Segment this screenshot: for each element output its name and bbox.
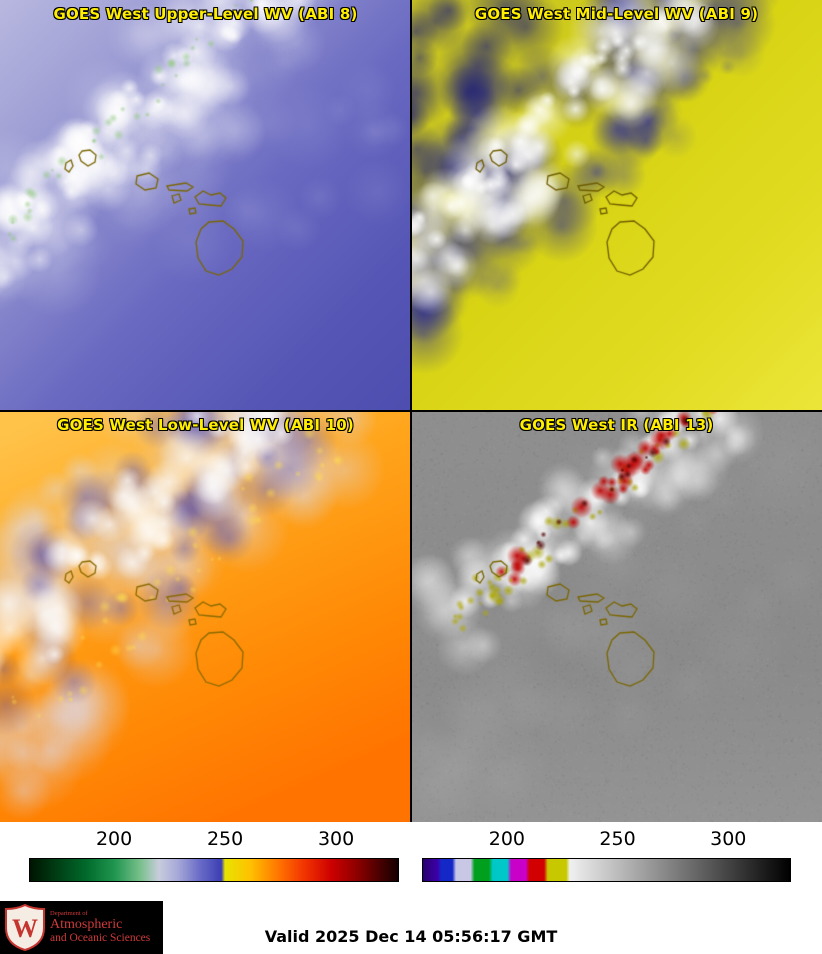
wv-colorbar: 200 250 300 [29, 822, 399, 896]
colorbar-row: 200 250 300 200 250 300 [0, 822, 822, 896]
panel-ir[interactable]: GOES West IR (ABI 13) [411, 411, 822, 822]
colorbar-tick-300: 300 [317, 828, 355, 850]
panel-low-level-wv[interactable]: GOES West Low-Level WV (ABI 10) [0, 411, 411, 822]
panel-upper-level-wv[interactable]: GOES West Upper-Level WV (ABI 8) [0, 0, 411, 411]
logo-line-oceanic: and Oceanic Sciences [50, 932, 151, 945]
ir-colorbar: 200 250 300 [422, 822, 791, 896]
wv-colorbar-gradient [29, 858, 399, 882]
ir-image [411, 411, 822, 822]
horizontal-divider [0, 410, 822, 412]
mid-level-wv-image [411, 0, 822, 411]
footer: W Department of Atmospheric and Oceanic … [0, 896, 822, 954]
logo-line-atmospheric: Atmospheric [50, 917, 123, 933]
panel-title-ir: GOES West IR (ABI 13) [519, 416, 714, 434]
svg-text:W: W [12, 914, 38, 943]
colorbar-tick-250: 250 [206, 828, 244, 850]
panel-mid-level-wv[interactable]: GOES West Mid-Level WV (ABI 9) [411, 0, 822, 411]
uw-crest-icon: W [5, 904, 45, 951]
colorbar-tick-300: 300 [710, 828, 747, 850]
valid-time: Valid 2025 Dec 14 05:56:17 GMT [264, 927, 558, 946]
imagery-grid: GOES West Upper-Level WV (ABI 8) GOES We… [0, 0, 822, 822]
wv-colorbar-ticks: 200 250 300 [29, 828, 399, 854]
ir-colorbar-gradient [422, 858, 791, 882]
colorbar-tick-200: 200 [95, 828, 133, 850]
uw-aos-logo[interactable]: W Department of Atmospheric and Oceanic … [0, 901, 163, 954]
colorbar-tick-250: 250 [599, 828, 636, 850]
logo-dept-line: Department of [50, 910, 88, 918]
upper-level-wv-image [0, 0, 411, 411]
panel-title-upper-wv: GOES West Upper-Level WV (ABI 8) [53, 5, 358, 23]
low-level-wv-image [0, 411, 411, 822]
colorbar-tick-200: 200 [488, 828, 525, 850]
ir-colorbar-ticks: 200 250 300 [422, 828, 791, 854]
aos-logo-text: Department of Atmospheric and Oceanic Sc… [50, 910, 150, 945]
panel-title-mid-wv: GOES West Mid-Level WV (ABI 9) [474, 5, 759, 23]
panel-title-low-wv: GOES West Low-Level WV (ABI 10) [57, 416, 354, 434]
